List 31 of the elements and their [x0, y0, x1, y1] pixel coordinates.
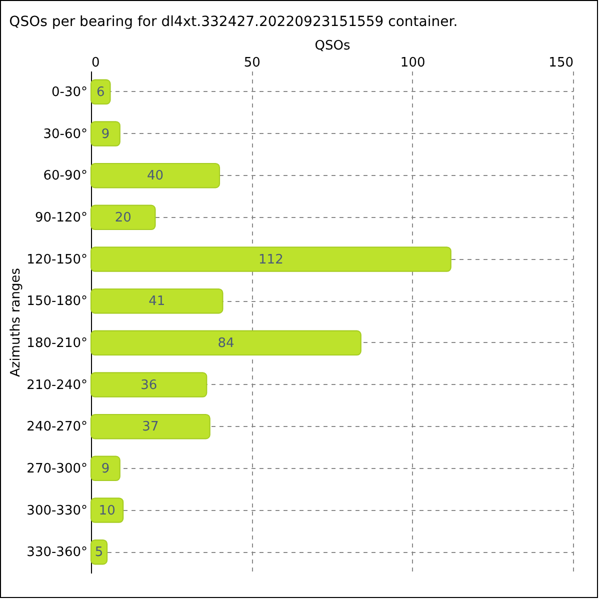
- x-tick-label: 50: [244, 56, 260, 70]
- data-label: 10: [98, 503, 116, 518]
- y-axis-title: Azimuths ranges: [8, 268, 24, 378]
- y-tick-label: 90-120°: [34, 210, 88, 226]
- chart-title: QSOs per bearing for dl4xt.332427.20220923151559 container.: [9, 14, 458, 30]
- y-tick-label: 120-150°: [26, 252, 88, 268]
- data-label: 41: [148, 294, 166, 310]
- data-label: 40: [146, 168, 164, 184]
- x-tick-label: 0: [92, 56, 100, 70]
- x-tick-label: 100: [400, 56, 426, 70]
- data-label: 6: [96, 84, 105, 100]
- x-tick-label: 150: [548, 56, 574, 70]
- data-label: 9: [101, 461, 110, 476]
- y-tick-label: 330-360°: [26, 545, 88, 560]
- y-tick-label: 180-210°: [26, 336, 88, 351]
- data-label: 9: [101, 126, 110, 142]
- y-tick-label: 270-300°: [26, 461, 88, 476]
- data-label: 84: [218, 336, 234, 351]
- y-tick-label: 150-180°: [26, 294, 88, 310]
- data-label: 112: [258, 252, 284, 268]
- data-label: 36: [140, 378, 158, 393]
- x-axis-title: QSOs: [314, 38, 350, 54]
- data-label: 20: [114, 210, 132, 226]
- data-label: 5: [94, 545, 104, 560]
- y-tick-label: 60-90°: [43, 168, 88, 184]
- y-tick-label: 30-60°: [43, 126, 88, 142]
- data-label: 37: [142, 420, 159, 435]
- y-tick-label: 240-270°: [26, 420, 88, 435]
- y-tick-label: 300-330°: [26, 503, 88, 518]
- y-tick-label: 210-240°: [26, 378, 88, 393]
- y-tick-label: 0-30°: [51, 84, 88, 100]
